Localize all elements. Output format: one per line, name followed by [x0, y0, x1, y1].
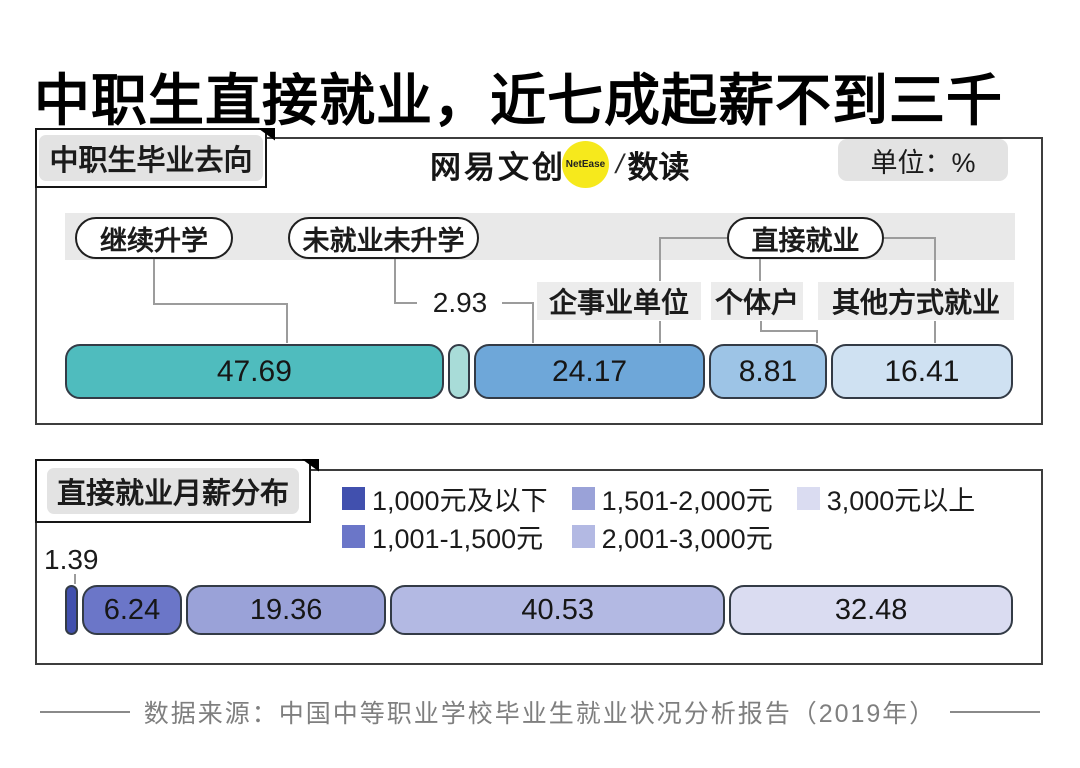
panel1-tab-label: 中职生毕业去向 — [39, 135, 263, 181]
panel2-tab: 直接就业月薪分布 — [35, 458, 319, 523]
legend-item: 1,501-2,000元 — [571, 482, 773, 516]
legend-label: 3,000元以上 — [826, 486, 976, 516]
bar-segment: 32.48 — [729, 585, 1013, 635]
legend-item: 3,000元以上 — [796, 482, 976, 516]
legend-swatch-icon — [571, 487, 595, 510]
bar-segment — [447, 344, 471, 399]
panel1-tab: 中职生毕业去向 — [35, 127, 275, 188]
stacked-bar-salary: 6.24 19.36 40.53 32.48 — [65, 585, 1013, 635]
sublabel-self-employed: 个体户 — [711, 282, 803, 320]
data-source: 数据来源：中国中等职业学校毕业生就业状况分析报告（2019年） — [0, 694, 1080, 730]
legend-item: 1,001-1,500元 — [342, 520, 548, 554]
bar-segment: 8.81 — [709, 344, 827, 399]
source-line-right — [950, 711, 1041, 713]
pill-direct-employment: 直接就业 — [727, 217, 884, 259]
brand-divider: / — [612, 148, 627, 179]
sublabel-other-employment: 其他方式就业 — [818, 282, 1014, 320]
unit-badge: 单位：% — [838, 139, 1008, 181]
stacked-bar-destinations: 47.69 24.17 8.81 16.41 — [65, 344, 1013, 399]
bar-segment: 47.69 — [65, 344, 444, 399]
netease-badge-icon: NetEase — [562, 140, 609, 188]
fold-corner-icon — [301, 458, 319, 472]
legend-label: 1,501-2,000元 — [601, 486, 773, 516]
panel2-tab-label: 直接就业月薪分布 — [46, 468, 299, 514]
bar-segment: 19.36 — [186, 585, 387, 635]
pill-not-employed-not-studying: 未就业未升学 — [288, 217, 479, 259]
legend-item: 1,000元及以下 — [342, 482, 548, 516]
bar-segment: 24.17 — [474, 344, 706, 399]
bar-segment: 16.41 — [830, 344, 1013, 399]
netease-logo: 网易文创 NetEase / 数读 — [430, 140, 690, 188]
legend-swatch-icon — [342, 525, 365, 548]
brand-sub-name: 数读 — [627, 149, 690, 185]
netease-badge-text: NetEase — [565, 158, 606, 170]
pill-further-education: 继续升学 — [75, 217, 233, 259]
legend-item: 2,001-3,000元 — [571, 520, 773, 554]
legend-label: 1,000元及以下 — [372, 486, 548, 516]
legend-swatch-icon — [571, 525, 595, 548]
sublabel-enterprise: 企事业单位 — [537, 282, 701, 320]
bar-segment: 40.53 — [390, 585, 726, 635]
callout-value-lowest-salary: 1.39 — [44, 544, 99, 575]
legend-swatch-icon — [342, 487, 365, 510]
legend-label: 2,001-3,000元 — [601, 524, 773, 554]
legend-swatch-icon — [796, 487, 820, 510]
brand-name: 网易文创 — [430, 149, 566, 185]
salary-legend: 1,000元及以下 1,001-1,500元 1,501-2,000元 2,001-3… — [342, 482, 976, 554]
bar-segment — [65, 585, 78, 635]
source-text: 数据来源：中国中等职业学校毕业生就业状况分析报告（2019年） — [143, 700, 937, 728]
bar-segment: 6.24 — [81, 585, 183, 635]
legend-label: 1,001-1,500元 — [372, 524, 544, 554]
page-title: 中职生直接就业，近七成起薪不到三千 — [34, 68, 1003, 132]
source-line-left — [39, 711, 130, 713]
callout-value-unemployed: 2.93 — [432, 287, 488, 318]
